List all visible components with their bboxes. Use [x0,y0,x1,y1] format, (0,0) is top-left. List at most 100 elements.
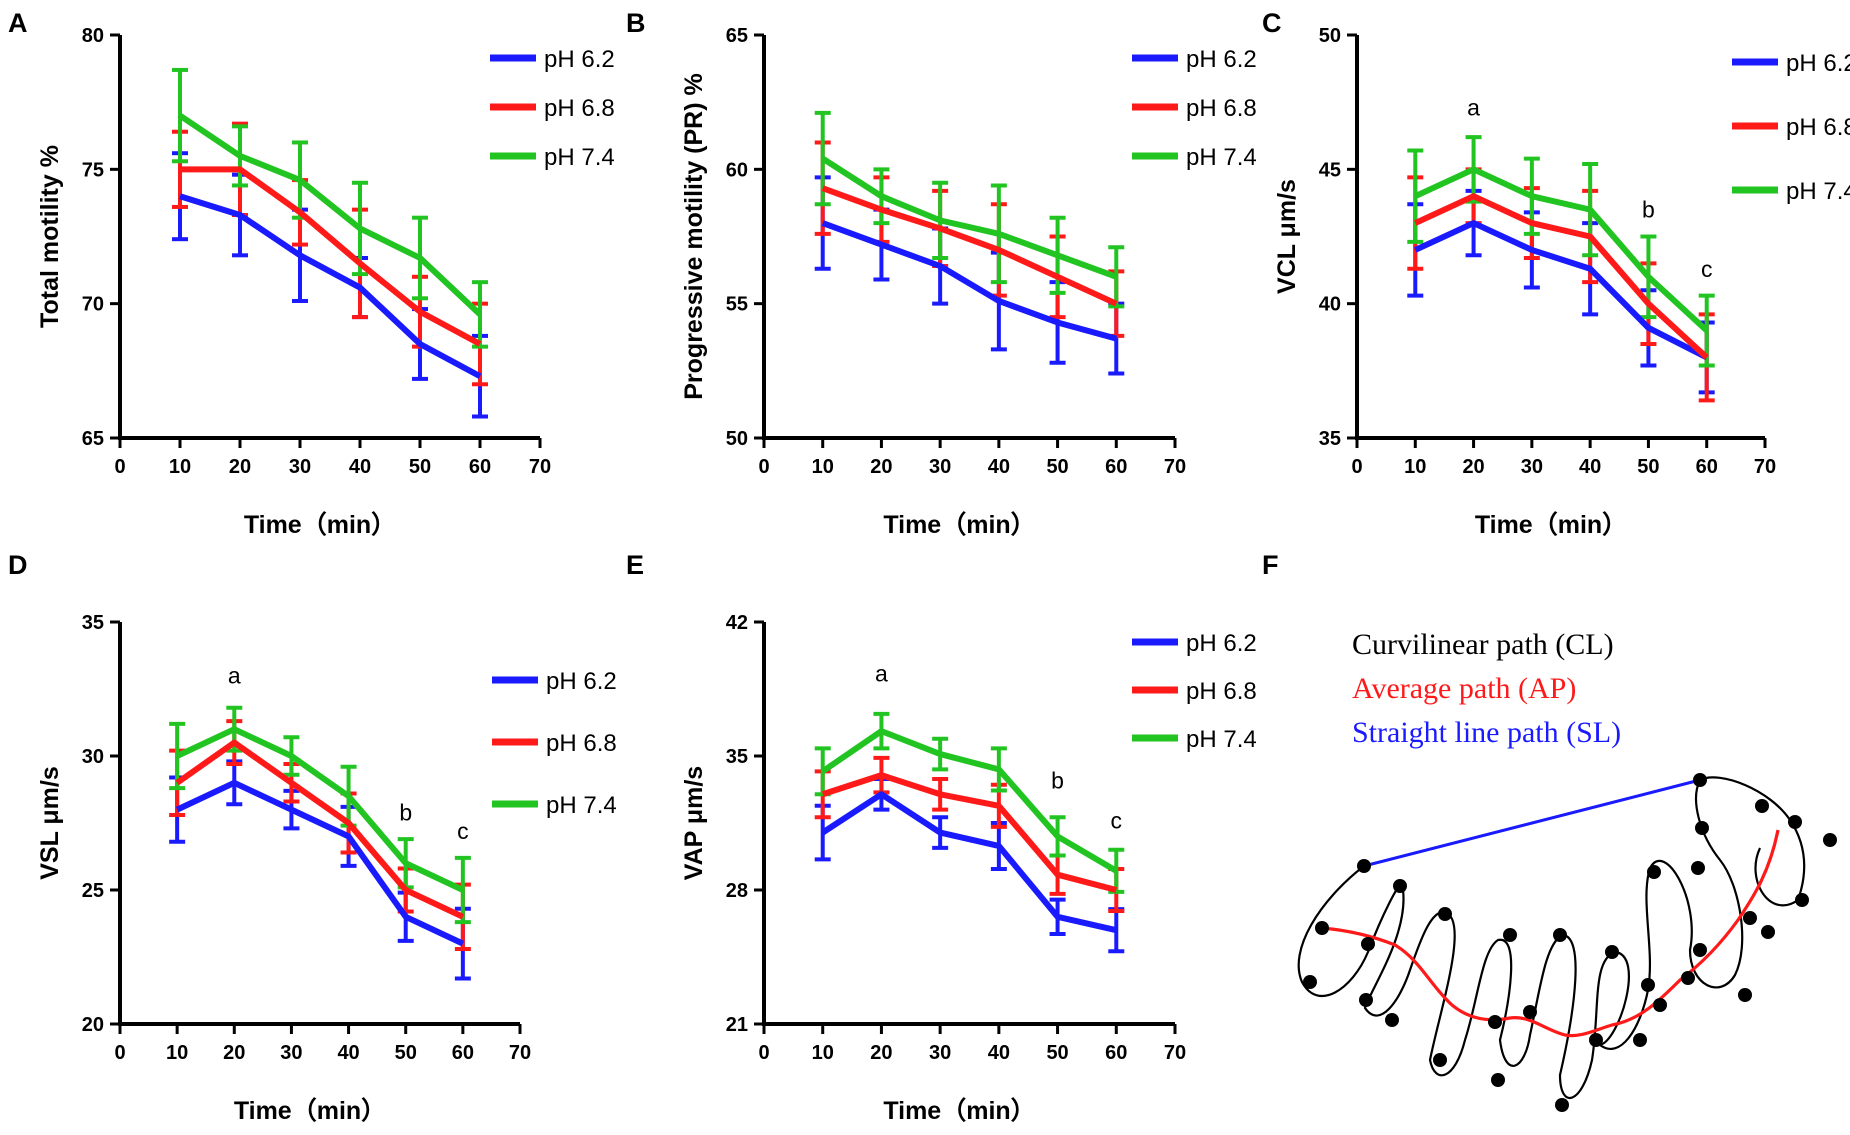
y-tick-label: 30 [82,746,104,768]
path-point [1359,993,1373,1007]
panel-c-chart: C 0 10 20 30 40 50 60 70 35 40 45 50 Time（min） VCL μm/… [1262,8,1850,539]
series-line-ph-6.8 [175,739,465,920]
path-point [1605,945,1619,959]
x-tick-label: 20 [229,456,251,478]
series-line-ph-7.4 [821,728,1118,874]
significance-annotation: a [228,663,241,689]
legend-label: pH 7.4 [1186,726,1257,753]
y-tick-label: 65 [82,428,104,450]
x-tick-label: 60 [452,1042,474,1064]
series-ph-6-2 [172,151,488,419]
path-point [1788,815,1802,829]
panel-letter-f: F [1262,550,1279,580]
y-tick-label: 45 [1319,159,1341,181]
legend-label: pH 6.8 [1786,114,1850,141]
series-line-ph-7.4 [178,113,483,317]
legend-label: pH 6.2 [1786,50,1850,77]
path-point [1693,943,1707,957]
y-tick-label: 20 [82,1014,104,1036]
series-line-ph-7.4 [821,156,1118,280]
average-path-label: Average path (AP) [1352,672,1576,705]
x-tick-label: 70 [529,456,551,478]
significance-annotation: b [1051,768,1064,794]
path-point [1315,921,1329,935]
x-tick-label: 50 [1046,456,1068,478]
x-tick-label: 50 [1637,456,1659,478]
legend-label: pH 6.2 [1186,46,1257,73]
significance-annotation: b [399,799,412,825]
path-point [1303,975,1317,989]
path-point [1681,971,1695,985]
significance-annotation: a [875,660,888,686]
series-line-ph-7.4 [175,726,465,893]
average-path [1321,829,1780,1038]
x-tick-label: 40 [349,456,371,478]
panel-a-chart: A 0 10 20 30 40 50 60 70 65 70 75 80 Time（min） Total m… [8,8,615,539]
x-tick-label: 70 [509,1042,531,1064]
x-tick-label: 60 [1105,456,1127,478]
series-line-ph-6.2 [821,220,1118,342]
x-tick-label: 50 [409,456,431,478]
path-point [1755,799,1769,813]
significance-annotation: c [1111,808,1123,834]
legend-label: pH 6.8 [544,95,615,122]
x-tick-label: 0 [758,1042,769,1064]
path-point [1823,833,1837,847]
x-tick-label: 20 [1462,456,1484,478]
y-tick-label: 28 [726,880,748,902]
y-tick-label: 35 [726,746,748,768]
significance-annotation: b [1642,197,1655,223]
path-point [1695,821,1709,835]
legend-label: pH 6.8 [1186,678,1257,705]
x-axis-title: Time（min） [883,510,1035,539]
series-line-ph-6.8 [821,772,1118,893]
panel-b-chart: B 0 10 20 30 40 50 60 70 50 55 60 65 Time（min） Progres… [626,8,1257,539]
x-tick-label: 70 [1164,456,1186,478]
path-point [1693,773,1707,787]
curvilinear-path [1297,776,1806,1100]
y-axis-title: VCL μm/s [1273,179,1301,294]
path-point [1433,1053,1447,1067]
x-axis-title: Time（min） [244,510,396,539]
path-point [1555,1098,1569,1112]
legend-label: pH 7.4 [1186,144,1257,171]
series-line-ph-6.8 [1414,193,1709,360]
path-point [1743,911,1757,925]
x-tick-label: 0 [758,456,769,478]
path-point [1393,879,1407,893]
y-tick-label: 55 [726,294,748,316]
y-tick-label: 42 [726,612,748,634]
path-point [1361,937,1375,951]
panel-letter-c: C [1262,8,1282,38]
x-tick-label: 70 [1754,456,1776,478]
straight-line-path-label: Straight line path (SL) [1352,716,1621,749]
x-tick-label: 0 [1351,456,1362,478]
x-tick-label: 70 [1164,1042,1186,1064]
panel-letter-a: A [8,8,28,38]
path-point [1738,988,1752,1002]
legend-label: pH 6.2 [546,668,617,695]
significance-annotation: c [457,818,469,844]
series-ph-6-2 [814,175,1125,376]
panel-letter-d: D [8,550,28,580]
x-tick-label: 10 [1404,456,1426,478]
y-tick-label: 80 [82,25,104,47]
legend-label: pH 6.8 [1186,95,1257,122]
path-point [1589,1033,1603,1047]
y-tick-label: 65 [726,25,748,47]
path-point [1633,1033,1647,1047]
x-tick-label: 50 [1046,1042,1068,1064]
x-tick-label: 30 [280,1042,302,1064]
x-tick-label: 20 [870,1042,892,1064]
x-tick-label: 0 [114,456,125,478]
x-tick-label: 60 [1105,1042,1127,1064]
panel-letter-b: B [626,8,646,38]
y-tick-label: 40 [1319,294,1341,316]
x-tick-label: 30 [1521,456,1543,478]
x-tick-label: 20 [223,1042,245,1064]
x-tick-label: 60 [469,456,491,478]
y-axis-title: VAP μm/s [680,766,708,880]
x-axis-title: Time（min） [1475,510,1627,539]
x-tick-label: 40 [1579,456,1601,478]
